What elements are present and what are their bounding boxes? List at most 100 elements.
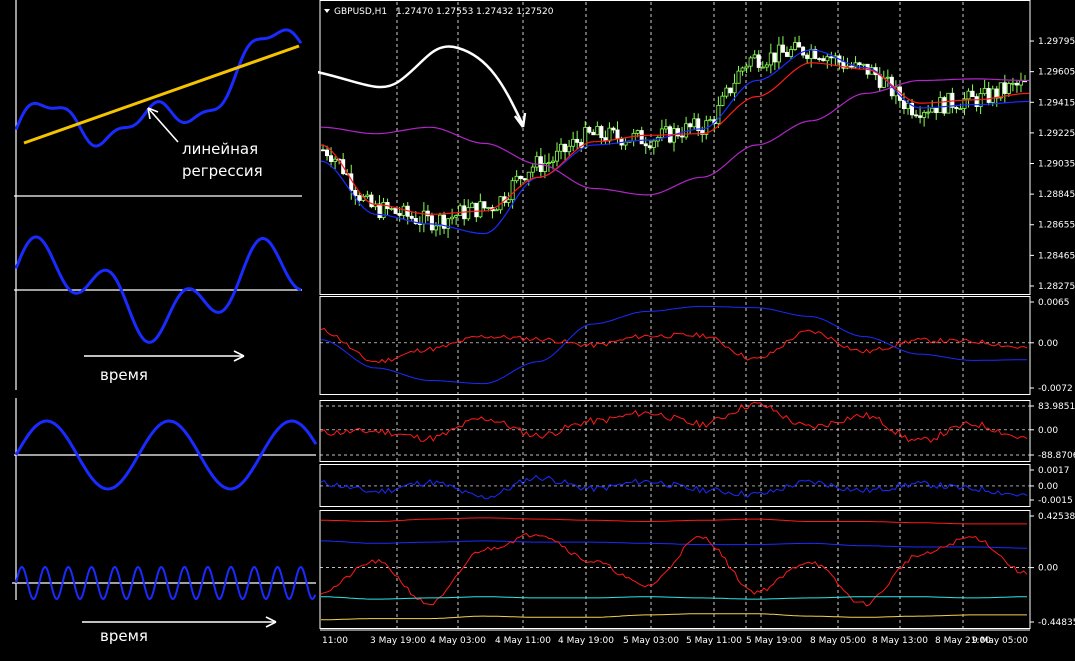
candle-body <box>1006 83 1011 94</box>
candle-body <box>563 143 568 153</box>
price-tick-label: 1.28275 <box>1038 282 1075 292</box>
candle-body <box>623 141 628 146</box>
pane-frame-1 <box>319 296 1031 395</box>
candle-body <box>716 105 721 124</box>
candle-body <box>760 66 765 69</box>
candle-body <box>458 205 463 216</box>
candle-body <box>829 56 834 59</box>
candle-body <box>381 202 386 219</box>
candle-body <box>651 140 656 148</box>
candle-body <box>688 123 693 128</box>
candle-body <box>454 215 459 218</box>
time-tick-label: 8 May 05:00 <box>810 636 866 646</box>
candle-body <box>1002 82 1007 94</box>
candle-body <box>567 145 572 153</box>
annotation-curve-arrow <box>307 45 527 128</box>
fast-oscillation-wave <box>15 565 317 601</box>
candle-body <box>514 175 519 182</box>
candle-body <box>974 96 979 107</box>
candle-body <box>530 166 535 173</box>
candle-body <box>1018 80 1023 86</box>
candle-body <box>1010 82 1015 85</box>
candle-body <box>748 57 753 67</box>
candle-body <box>611 127 616 131</box>
ma-fast-line <box>320 62 1030 215</box>
candle-body <box>696 118 701 131</box>
trading-terminal: 1.29795 1.29605 1.29415 1.29225 1.29035 1.288… <box>307 0 1075 656</box>
candle-body <box>680 135 685 138</box>
candle-body <box>841 61 846 69</box>
candle-body <box>990 88 995 103</box>
candle-body <box>357 195 362 201</box>
price-tick-label: 1.28655 <box>1038 221 1075 231</box>
candle-body <box>768 52 773 66</box>
candle-body <box>788 49 793 57</box>
triangle-down-icon[interactable] <box>324 9 330 13</box>
candle-body <box>450 216 455 220</box>
time-tick-label: 8 May 21:00 <box>935 636 991 646</box>
decomposition-illustration: линейная регрессия время время <box>0 0 318 656</box>
candle-body <box>942 97 947 114</box>
price-tick-label: 1.29225 <box>1038 129 1075 139</box>
price-tick-label: 1.29035 <box>1038 160 1075 170</box>
label-regression-2: регрессия <box>182 162 263 180</box>
candle-body <box>639 130 644 145</box>
candle-body <box>474 202 479 218</box>
candle-body <box>934 107 939 114</box>
candle-body <box>724 87 729 97</box>
candle-body <box>546 162 551 164</box>
pane-frame-4 <box>319 510 1031 629</box>
candle-body <box>631 132 636 142</box>
ind-tick-label: 0.42538 <box>1038 512 1075 522</box>
candle-body <box>809 48 814 59</box>
candle-body <box>550 160 555 163</box>
time-arrow-2-head <box>265 616 277 628</box>
candle-body <box>910 102 915 116</box>
candle-body <box>740 67 745 72</box>
candle-body <box>728 87 733 94</box>
indicator-series-line <box>320 327 1028 364</box>
time-tick-label: 3 May 19:00 <box>370 636 426 646</box>
ind-tick-label: -0.0072 <box>1038 384 1073 394</box>
candle-body <box>353 189 358 196</box>
candle-body <box>442 214 447 229</box>
pane-frame-0 <box>319 0 1031 295</box>
candle-body <box>534 156 539 168</box>
regression-trend-line <box>23 44 300 145</box>
candle-body <box>1014 82 1019 86</box>
sine-wave-path <box>14 419 318 491</box>
candle-body <box>433 225 438 231</box>
candle-body <box>813 48 818 59</box>
candle-body <box>776 44 781 63</box>
candle-body <box>429 215 434 231</box>
candle-body <box>821 58 826 62</box>
candle-body <box>446 218 451 229</box>
candle-body <box>885 76 890 79</box>
ind-tick-label: 0.0065 <box>1038 298 1070 308</box>
candle-body <box>522 178 527 181</box>
candle-body <box>571 138 576 147</box>
time-tick-label: 4 May 19:00 <box>558 636 614 646</box>
sine-wave <box>14 419 318 491</box>
curve-arrow-path <box>307 45 525 126</box>
terminal-chart-svg: 1.29795 1.29605 1.29415 1.29225 1.29035 1.288… <box>307 0 1075 646</box>
candle-body <box>784 51 789 57</box>
ind-tick-label: 0.0017 <box>1038 466 1070 476</box>
candle-body <box>962 98 967 109</box>
candle-body <box>482 201 487 209</box>
candle-body <box>861 63 866 66</box>
candle-body <box>663 126 668 130</box>
candle-body <box>692 118 697 128</box>
candle-body <box>518 175 523 180</box>
quote-label: 1.27470 1.27553 1.27432 1.27520 <box>396 7 554 17</box>
label-time-1: время <box>100 366 148 384</box>
time-tick-label: 4 May 11:00 <box>495 636 551 646</box>
regression-pointer-head <box>147 107 159 120</box>
candle-body <box>401 205 406 216</box>
curve-arrow-head <box>513 112 527 128</box>
time-tick-label: 5 May 19:00 <box>746 636 802 646</box>
candle-body <box>720 95 725 106</box>
candle-body <box>486 207 491 209</box>
decomposition-svg: линейная регрессия время время <box>12 0 318 645</box>
indicator-series-line <box>321 540 1027 549</box>
